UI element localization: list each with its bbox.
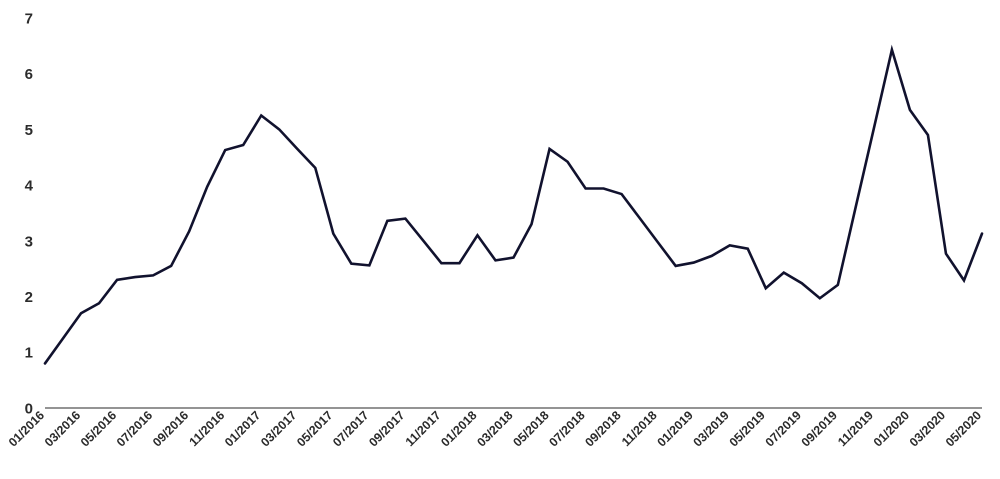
svg-text:09/2017: 09/2017	[366, 408, 407, 449]
svg-text:11/2018: 11/2018	[619, 408, 660, 449]
svg-text:09/2019: 09/2019	[799, 408, 840, 449]
svg-text:05/2020: 05/2020	[943, 408, 984, 449]
svg-text:2: 2	[25, 289, 33, 306]
svg-text:7: 7	[25, 11, 33, 28]
svg-text:5: 5	[25, 122, 33, 139]
svg-text:07/2016: 07/2016	[114, 408, 155, 449]
svg-text:4: 4	[25, 178, 34, 195]
svg-text:03/2018: 03/2018	[474, 408, 515, 449]
svg-text:03/2020: 03/2020	[907, 408, 948, 449]
svg-text:03/2019: 03/2019	[691, 408, 732, 449]
svg-text:11/2019: 11/2019	[835, 408, 876, 449]
svg-text:03/2017: 03/2017	[258, 408, 299, 449]
svg-text:11/2017: 11/2017	[403, 408, 444, 449]
svg-text:01/2017: 01/2017	[222, 408, 263, 449]
svg-text:05/2016: 05/2016	[78, 408, 119, 449]
svg-text:09/2016: 09/2016	[150, 408, 191, 449]
svg-text:01/2018: 01/2018	[438, 408, 479, 449]
svg-text:01/2020: 01/2020	[871, 408, 912, 449]
svg-text:07/2019: 07/2019	[763, 408, 804, 449]
svg-text:1: 1	[25, 345, 33, 362]
svg-text:01/2019: 01/2019	[654, 408, 695, 449]
svg-text:03/2016: 03/2016	[42, 408, 83, 449]
svg-text:09/2018: 09/2018	[582, 408, 623, 449]
svg-text:05/2017: 05/2017	[294, 408, 335, 449]
svg-text:3: 3	[25, 233, 33, 250]
svg-text:11/2016: 11/2016	[186, 408, 227, 449]
svg-text:07/2017: 07/2017	[330, 408, 371, 449]
svg-text:07/2018: 07/2018	[546, 408, 587, 449]
svg-text:6: 6	[25, 66, 33, 83]
svg-text:05/2018: 05/2018	[510, 408, 551, 449]
svg-text:05/2019: 05/2019	[727, 408, 768, 449]
